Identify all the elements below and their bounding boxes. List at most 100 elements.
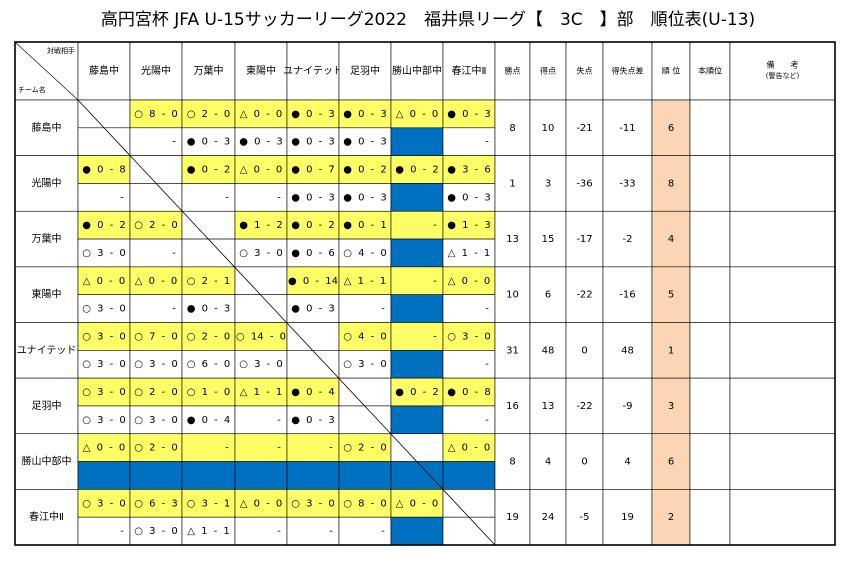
result-text: ● 0 - 2 [343,165,387,176]
team-name-cell [14,377,79,435]
result-cell [129,266,183,295]
result-text: ● 0 - 3 [291,192,335,203]
remarks-header: 備 考 [767,60,799,70]
stat-header: 得点 [540,66,556,76]
stat-value: 8 [668,178,674,189]
result-text: - [381,526,385,537]
result-text: ○ 2 - 0 [134,220,178,231]
result-text: ● 0 - 3 [447,109,491,120]
stat-value: -11 [619,123,635,134]
result-text: ● 0 - 3 [239,137,283,148]
result-text: ○ 3 - 0 [239,359,283,370]
stat-cell [602,489,653,546]
result-text: △ 0 - 0 [135,276,178,287]
result-text: ● 0 - 3 [343,137,387,148]
result-cell [390,433,444,462]
result-cell [77,238,131,268]
stat-cell [729,433,836,490]
result-cell [77,266,131,295]
corner-diagonal [14,41,79,101]
stat-cell [651,99,691,156]
stat-value: 1 [509,178,515,189]
stat-value: 10 [506,290,519,301]
result-text: ○ 3 - 0 [134,415,178,426]
stat-cell [494,433,531,490]
stat-cell [494,210,531,268]
stat-value: 48 [621,345,634,356]
stat-cell [494,322,531,379]
team-name-cell [14,266,79,323]
result-cell [77,377,131,407]
stat-cell [689,210,731,268]
result-text: △ 1 - 1 [240,387,283,398]
result-text: △ 0 - 0 [396,498,439,509]
corner-top: 対戦相手 [47,46,75,55]
result-cell [286,516,340,546]
result-cell [234,405,288,435]
result-text: - [381,304,385,315]
stat-value: 19 [621,512,634,523]
stat-header-cell [602,41,653,101]
stat-cell [689,155,731,212]
result-cell [77,294,131,323]
stat-cell [729,210,836,268]
result-text: ● 0 - 3 [291,109,335,120]
result-cell [390,322,444,351]
result-cell [181,461,236,490]
result-text: ○ 3 - 0 [343,359,387,370]
result-text: ● 0 - 3 [343,192,387,203]
result-text: △ 1 - 1 [344,276,387,287]
result-cell [338,127,392,156]
result-cell [129,238,183,268]
team-header: 足羽中 [350,64,380,77]
stat-value: -22 [576,401,592,412]
result-text: △ 0 - 0 [240,498,283,509]
result-cell [286,350,340,379]
stat-value: 6 [545,290,551,301]
result-text: △ 0 - 0 [83,443,126,454]
result-cell [390,405,444,435]
result-cell [442,266,496,295]
stat-cell [565,489,604,546]
result-text: - [485,304,489,315]
stat-value: -33 [619,178,635,189]
stat-value: 8 [509,123,515,134]
result-cell [181,350,236,379]
result-cell [77,127,131,156]
team-name: 藤島中 [32,121,62,134]
stat-value: 5 [668,290,674,301]
corner-bottom: チーム名 [18,85,46,94]
result-text: ○ 3 - 0 [82,359,126,370]
result-text: ○ 2 - 0 [343,443,387,454]
stat-cell [689,377,731,435]
result-text: ○ 8 - 0 [343,498,387,509]
result-cell [442,433,496,462]
stat-cell [651,377,691,435]
stat-cell [729,155,836,212]
result-text: ● 0 - 8 [82,165,126,176]
stat-value: 4 [668,234,674,245]
stat-header: 本順位 [698,66,722,76]
result-cell [77,183,131,212]
result-text: ● 0 - 3 [447,192,491,203]
result-text: ● 0 - 8 [447,387,491,398]
result-cell [442,238,496,268]
team-name: 足羽中 [32,399,62,412]
stat-cell [689,266,731,323]
team-header: 光陽中 [141,64,171,77]
stat-cell [565,266,604,323]
team-name: 春江中Ⅱ [29,510,64,523]
team-name-cell [14,433,79,490]
stat-cell [729,99,836,156]
stat-cell [565,377,604,435]
result-cell [129,377,183,407]
result-text: - [329,526,333,537]
result-cell [390,461,444,490]
result-cell [390,127,444,156]
result-text: ○ 3 - 0 [82,331,126,342]
result-cell [181,238,236,268]
result-cell [129,294,183,323]
stat-cell [689,433,731,490]
stat-value: 0 [581,457,587,468]
result-cell [338,294,392,323]
